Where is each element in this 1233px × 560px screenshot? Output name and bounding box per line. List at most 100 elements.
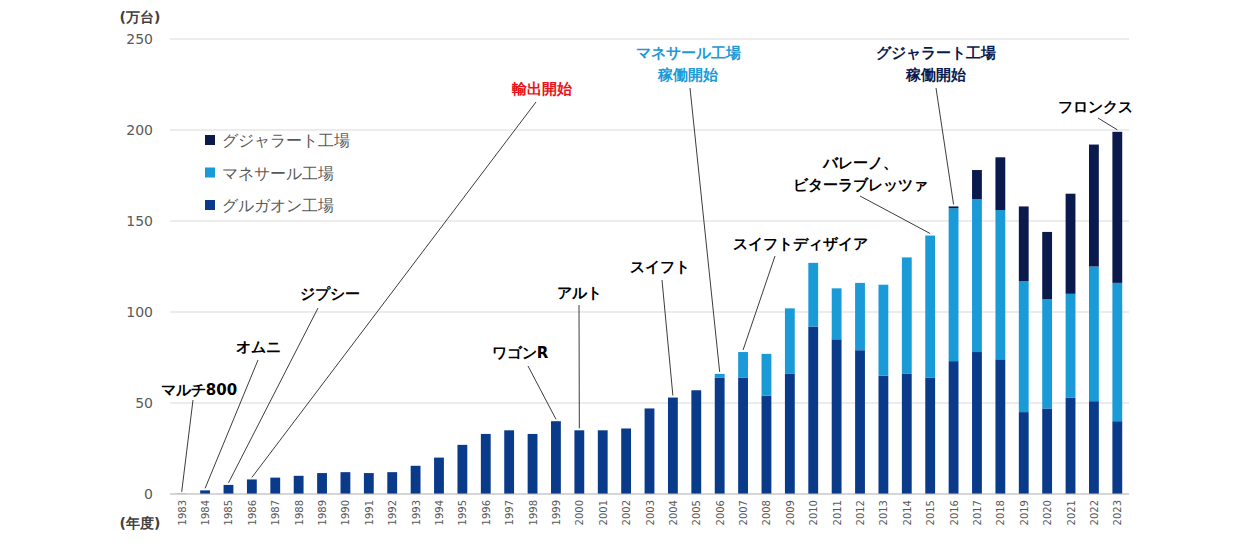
leader-line: [182, 400, 193, 492]
annotation: 輸出開始: [511, 80, 573, 98]
grid-line: [170, 494, 1129, 495]
y-tick-label: 0: [144, 486, 153, 502]
x-tick-label: 2010: [808, 500, 819, 525]
leader-line: [205, 360, 258, 488]
bar-segment: [364, 473, 374, 494]
bar-segment: [855, 350, 865, 494]
bar-segment: [504, 430, 514, 494]
leader-line: [1098, 118, 1117, 130]
bar-segment: [925, 378, 935, 494]
x-axis-label: (年度): [120, 515, 161, 531]
annotation-line: マネサール工場: [636, 44, 741, 62]
x-tick-label: 2020: [1042, 500, 1053, 525]
x-tick-label: 1984: [200, 500, 211, 525]
bar-segment: [574, 430, 584, 494]
x-tick-label: 2008: [761, 500, 772, 525]
leader-line: [743, 256, 775, 350]
x-tick-label: 2011: [832, 500, 843, 525]
annotation-line: ビターラブレッツァ: [793, 176, 928, 194]
x-tick-label: 1989: [317, 500, 328, 525]
x-tick-label: 2014: [902, 500, 913, 525]
y-axis-label: (万台): [120, 9, 161, 25]
annotation: マルチ800: [161, 381, 237, 399]
x-tick-label: 2021: [1066, 500, 1077, 525]
bar-segment: [715, 378, 725, 494]
bar-segment: [972, 170, 982, 199]
bar-segment: [995, 210, 1005, 359]
x-tick-label: 1986: [247, 500, 258, 525]
bar-segment: [1019, 281, 1029, 412]
bar-segment: [785, 374, 795, 494]
bar-segment: [200, 490, 210, 494]
x-tick-label: 1998: [528, 500, 539, 525]
annotation: アルト: [557, 284, 602, 302]
bar-segment: [878, 285, 888, 376]
legend-label: グルガオン工場: [222, 196, 334, 215]
x-tick-label: 2003: [645, 500, 656, 525]
x-tick-label: 2006: [715, 500, 726, 525]
bar-segment: [645, 408, 655, 494]
bar-segment: [1042, 232, 1052, 299]
bar-segment: [832, 339, 842, 494]
annotation-line: 輸出開始: [511, 80, 573, 98]
bar-segment: [551, 421, 561, 494]
y-tick-label: 200: [126, 122, 153, 138]
bar-segment: [341, 472, 351, 494]
bar-segment: [1066, 398, 1076, 494]
bar-segment: [668, 398, 678, 494]
bar-segment: [270, 478, 280, 494]
bar-segment: [949, 208, 959, 361]
leader-line: [860, 196, 930, 234]
bar-segment: [972, 199, 982, 352]
annotation: スイフト: [630, 258, 690, 276]
bar-segment: [434, 458, 444, 494]
x-tick-label: 2019: [1019, 500, 1030, 525]
leader-line: [228, 308, 318, 483]
leader-line: [690, 88, 720, 372]
bar-segment: [738, 378, 748, 494]
bar-segment: [1089, 401, 1099, 494]
bar-segment: [1112, 132, 1122, 283]
legend-swatch: [205, 168, 215, 178]
bar-segment: [855, 283, 865, 350]
x-tick-label: 2022: [1089, 500, 1100, 525]
x-tick-label: 1983: [177, 500, 188, 525]
bar-segment: [808, 263, 818, 327]
annotation: スイフトディザイア: [733, 235, 868, 253]
bar-segment: [294, 476, 304, 494]
x-tick-label: 2004: [668, 500, 679, 525]
bar-segment: [621, 428, 631, 494]
x-tick-label: 2023: [1112, 500, 1123, 525]
bar-segment: [317, 473, 327, 494]
annotation: グジャラート工場稼働開始: [876, 44, 996, 84]
annotation: ジプシー: [300, 285, 360, 303]
x-tick-label: 2016: [949, 500, 960, 525]
bar-segment: [902, 374, 912, 494]
chart: 050100150200250(万台)(年度)19831984198519861…: [0, 0, 1233, 560]
bar-segment: [1112, 283, 1122, 421]
bar-segment: [1089, 145, 1099, 267]
grid-line: [170, 312, 1129, 313]
annotation-line: 稼働開始: [905, 66, 967, 84]
x-tick-label: 1993: [411, 500, 422, 525]
bar-segment: [1089, 267, 1099, 402]
x-tick-label: 2018: [995, 500, 1006, 525]
x-tick-label: 2000: [574, 500, 585, 525]
annotation-line: バレーノ、: [822, 154, 898, 172]
annotation-line: アルト: [557, 284, 602, 302]
bar-segment: [528, 434, 538, 494]
bar-segment: [387, 472, 397, 494]
x-tick-label: 1985: [223, 500, 234, 525]
grid-line: [170, 221, 1129, 222]
bar-segment: [925, 236, 935, 378]
bar-segment: [1042, 408, 1052, 494]
x-tick-label: 2007: [738, 500, 749, 525]
bar-segment: [715, 374, 725, 378]
x-tick-label: 1990: [340, 500, 351, 525]
y-tick-label: 150: [126, 213, 153, 229]
x-tick-label: 2012: [855, 500, 866, 525]
legend-label: マネサール工場: [222, 164, 334, 183]
bar-segment: [949, 361, 959, 494]
legend-swatch: [205, 200, 215, 210]
bar-segment: [762, 396, 772, 494]
